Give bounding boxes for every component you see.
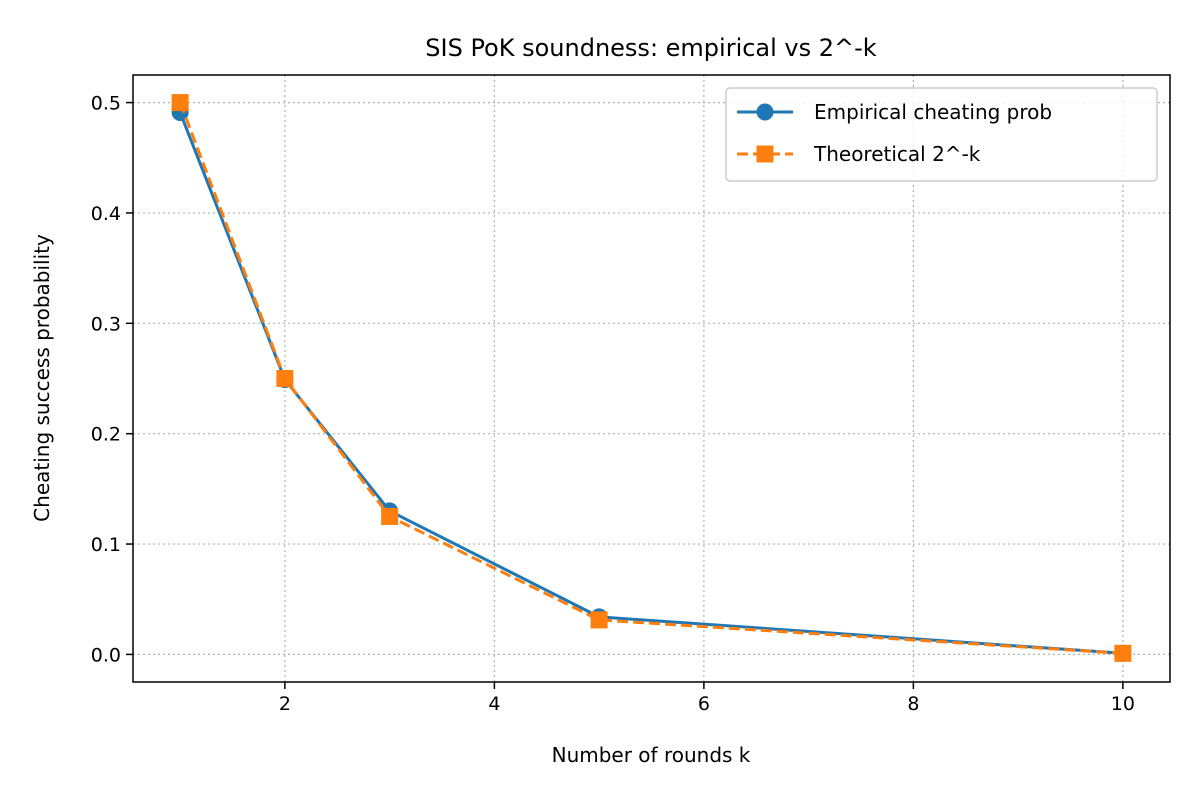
x-tick-label: 2	[279, 693, 291, 715]
x-tick-label: 8	[907, 693, 919, 715]
ticks: 2 4 6 8 10 0.0 0.1 0.2 0.3 0.4 0.5	[91, 93, 1135, 715]
legend-label: Theoretical 2^-k	[813, 142, 981, 166]
x-tick-label: 10	[1111, 693, 1135, 715]
data-point-square	[276, 370, 294, 387]
y-tick-label: 0.0	[91, 644, 121, 666]
series-line	[178, 102, 1123, 655]
data-point-square	[756, 145, 774, 163]
legend: Empirical cheating prob Theoretical 2^-k	[725, 87, 1158, 182]
chart-title: SIS PoK soundness: empirical vs 2^-k	[425, 34, 877, 62]
y-tick-label: 0.4	[91, 203, 121, 225]
x-tick-label: 6	[698, 693, 710, 715]
data-point-square	[1114, 644, 1132, 662]
x-tick-label: 4	[488, 693, 500, 715]
data-point-square	[590, 611, 608, 629]
data-point-square	[381, 507, 399, 525]
y-tick-label: 0.2	[91, 424, 121, 446]
plot-frame	[132, 74, 1171, 683]
data-point-circle	[756, 103, 774, 121]
series-layer	[171, 94, 1132, 662]
x-axis-label: Number of rounds k	[552, 743, 751, 767]
series-line	[178, 111, 1123, 655]
legend-label: Empirical cheating prob	[814, 100, 1052, 124]
y-tick-label: 0.5	[91, 93, 121, 115]
y-axis-label: Cheating success probability	[30, 234, 54, 522]
data-point-square	[171, 94, 189, 112]
y-tick-label: 0.1	[91, 534, 121, 556]
y-tick-label: 0.3	[91, 313, 121, 335]
legend-box	[725, 87, 1158, 182]
